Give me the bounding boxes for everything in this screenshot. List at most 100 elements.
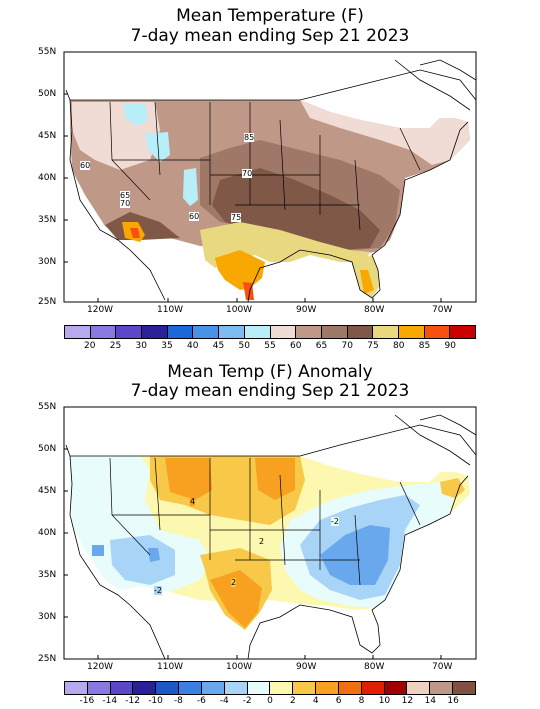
top-colorbar-label: 25	[109, 341, 122, 351]
bottom-lon-120w: 120W	[87, 662, 114, 672]
top-colorbar-swatch	[89, 326, 116, 338]
top-colorbar-label: 85	[418, 341, 431, 351]
top-lat-35n: 35N	[38, 215, 57, 225]
bottom-contour-label: -2	[331, 517, 339, 526]
top-lat-25n: 25N	[38, 297, 57, 307]
temp-region-red-sw	[130, 228, 140, 238]
top-contour-label: 75	[231, 213, 242, 222]
bottom-lon-70w: 70W	[432, 662, 453, 672]
bottom-colorbar-swatch	[65, 682, 87, 694]
top-map-ticks	[64, 93, 442, 302]
bottom-colorbar-label: -12	[125, 696, 140, 706]
bottom-lon-110w: 110W	[157, 662, 184, 672]
bottom-colorbar-swatch	[200, 682, 224, 694]
bottom-colorbar-label: -10	[148, 696, 163, 706]
top-lat-55n: 55N	[38, 47, 57, 57]
bottom-lon-100w: 100W	[226, 662, 253, 672]
top-lat-45n: 45N	[38, 131, 57, 141]
bottom-colorbar-label: -2	[242, 696, 252, 706]
bottom-colorbar-label: 8	[358, 696, 365, 706]
bottom-map-title: Mean Temp (F) Anomaly	[167, 362, 373, 382]
top-contour-label: 70	[120, 199, 131, 208]
top-colorbar-label: 40	[187, 341, 199, 351]
top-colorbar-swatch	[295, 326, 321, 338]
bottom-contour-label: 2	[259, 537, 265, 546]
top-lon-120w: 120W	[87, 305, 114, 315]
top-colorbar-swatch	[166, 326, 193, 338]
bottom-colorbar-label: 12	[401, 696, 414, 706]
bottom-colorbar-swatch	[109, 682, 133, 694]
top-lon-70w: 70W	[432, 305, 453, 315]
top-map-title: Mean Temperature (F)	[176, 6, 364, 26]
top-colorbar-swatch	[115, 326, 142, 338]
bottom-contour-label: 2	[231, 578, 237, 587]
anom-region-darkorange-north	[165, 458, 212, 500]
top-colorbar-label: 45	[212, 341, 225, 351]
top-contour-label: 65	[120, 191, 131, 200]
top-colorbar-label: 80	[393, 341, 405, 351]
top-colorbar-label: 70	[341, 341, 353, 351]
top-colorbar-swatch	[269, 326, 296, 338]
bottom-colorbar-swatch	[86, 682, 110, 694]
bottom-colorbar-label: -8	[173, 696, 183, 706]
top-colorbar-label: 50	[238, 341, 250, 351]
top-lat-40n: 40N	[38, 173, 57, 183]
temp-region-darkbrown-sw	[105, 212, 180, 240]
bottom-colorbar-label: 2	[290, 696, 296, 706]
bottom-colorbar-swatch	[452, 682, 475, 694]
bottom-lat-50n: 50N	[38, 444, 57, 454]
bottom-colorbar-label: 14	[424, 696, 436, 706]
bottom-colorbar-swatch	[406, 682, 430, 694]
temp-region-cyan-w	[145, 132, 170, 162]
top-lon-100w: 100W	[226, 305, 253, 315]
bottom-colorbar-label: -4	[219, 696, 229, 706]
anom-region-darkblue-east	[320, 525, 390, 585]
temp-region-orange-florida	[360, 270, 374, 294]
bottom-contour-label: 4	[190, 497, 196, 506]
bottom-colorbar-label: 10	[378, 696, 391, 706]
bottom-colorbar-label: -16	[79, 696, 95, 706]
top-colorbar-swatch	[65, 326, 90, 338]
top-colorbar-swatch	[346, 326, 373, 338]
bottom-contour-label: -2	[154, 586, 162, 595]
bottom-colorbar-swatch	[292, 682, 316, 694]
bottom-colorbar-swatch	[155, 682, 179, 694]
bottom-colorbar-label: 0	[267, 696, 273, 706]
bottom-colorbar-swatch	[132, 682, 156, 694]
bottom-colorbar-label: 4	[312, 696, 319, 706]
anom-region-blue-sw-dark	[92, 545, 104, 556]
top-map-boundaries	[70, 99, 421, 231]
top-contour-label: 60	[189, 212, 200, 221]
top-colorbar-swatch	[372, 326, 398, 338]
bottom-colorbar-labels: -16 -14 -12 -10 -8 -6 -4 -2 0 2 4 6 8 10 12 14 16	[64, 696, 476, 708]
temp-region-orange-texas	[215, 250, 265, 290]
temp-region-cyan-nw	[123, 103, 148, 126]
top-contour-label: 60	[80, 161, 91, 170]
top-colorbar-label: 30	[135, 341, 147, 351]
top-lon-80w: 80W	[364, 305, 385, 315]
bottom-lat-30n: 30N	[38, 612, 57, 622]
top-lon-110w: 110W	[157, 305, 184, 315]
bottom-map-boundaries	[70, 455, 421, 586]
bottom-colorbar-label: 16	[447, 696, 459, 706]
top-colorbar-swatch	[192, 326, 219, 338]
top-lat-30n: 30N	[38, 257, 57, 267]
anom-region-blue-sw	[110, 535, 175, 585]
bottom-colorbar-label: 6	[335, 696, 342, 706]
top-colorbar	[64, 325, 476, 339]
bottom-map-ticks	[64, 448, 442, 659]
bottom-colorbar-swatch	[223, 682, 247, 694]
temp-region-cyan-rockies	[183, 168, 198, 206]
top-colorbar-swatch	[218, 326, 244, 338]
bottom-lon-80w: 80W	[364, 662, 385, 672]
bottom-lat-35n: 35N	[38, 570, 57, 580]
top-colorbar-swatch	[397, 326, 424, 338]
bottom-colorbar-swatch	[360, 682, 384, 694]
top-contour-label: 85	[244, 133, 255, 142]
top-map-coastline	[65, 59, 476, 302]
top-colorbar-label: 20	[84, 341, 96, 351]
bottom-map-subtitle: 7-day mean ending Sep 21 2023	[130, 381, 410, 401]
bottom-colorbar-swatch	[246, 682, 270, 694]
bottom-colorbar-swatch	[383, 682, 407, 694]
